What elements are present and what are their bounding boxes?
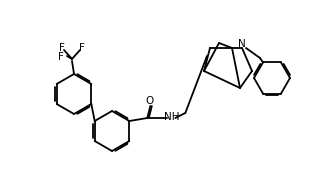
Text: O: O: [145, 96, 153, 106]
Text: F: F: [59, 43, 65, 53]
Text: F: F: [79, 43, 85, 53]
Text: N: N: [238, 39, 246, 49]
Text: NH: NH: [163, 112, 179, 122]
Text: F: F: [58, 52, 64, 62]
